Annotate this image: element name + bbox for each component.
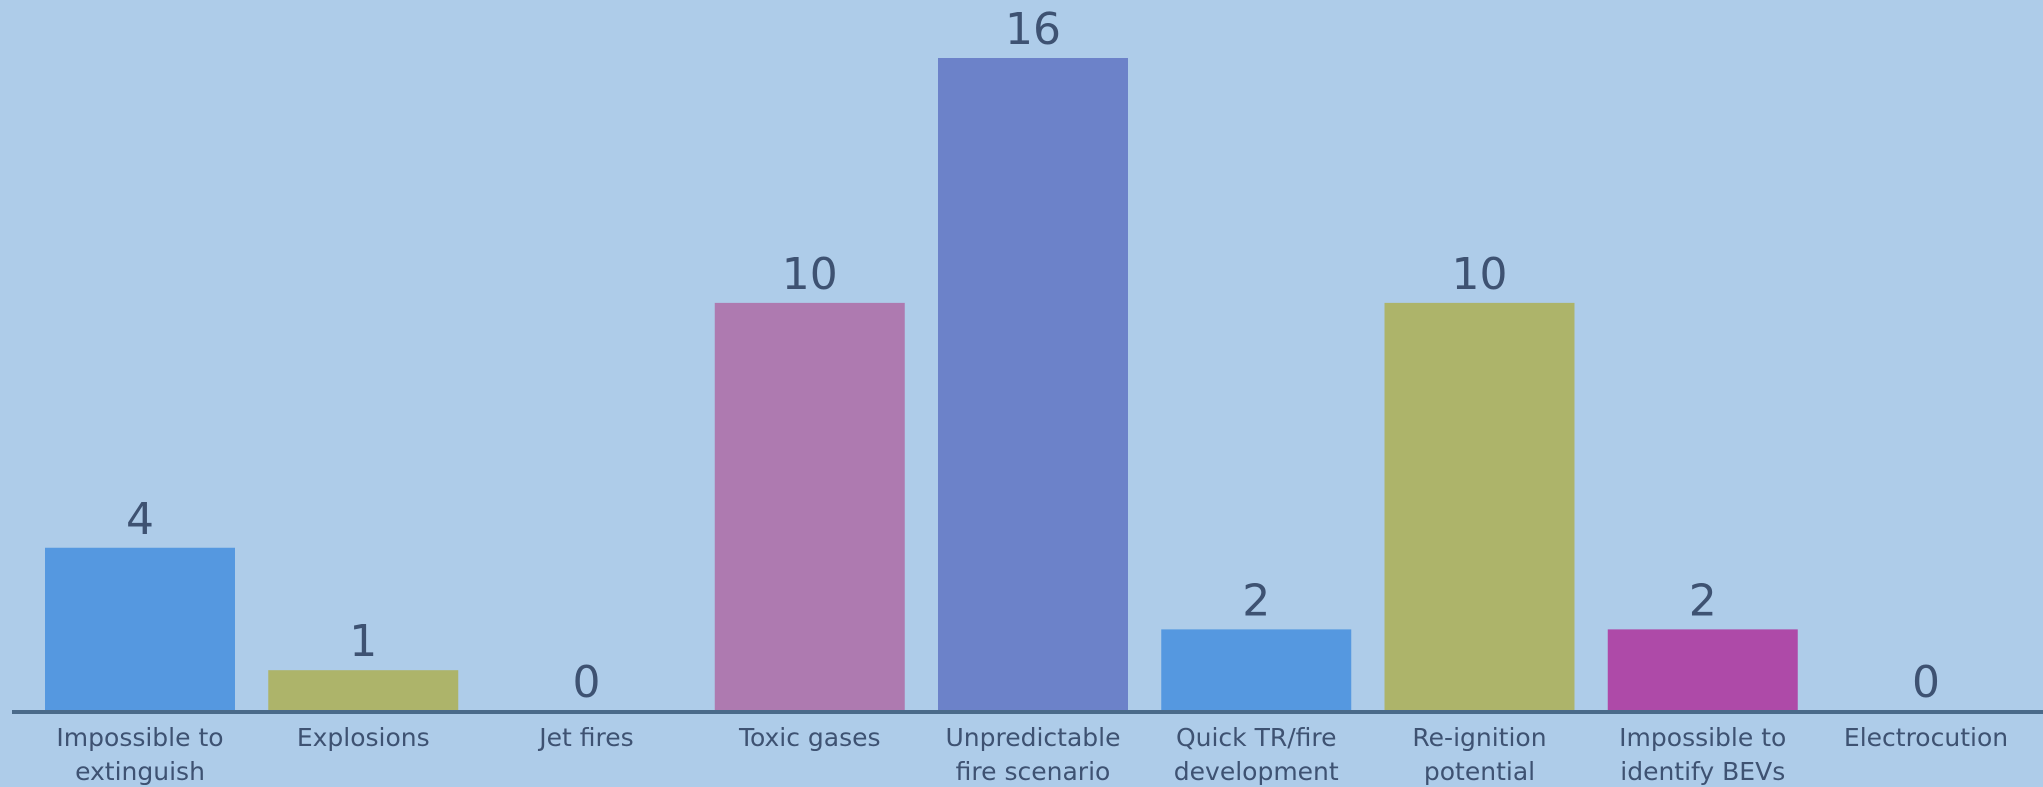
category-label: Impossible to extinguish <box>56 723 223 786</box>
data-label: 0 <box>573 657 601 708</box>
category-label: Explosions <box>297 723 430 752</box>
data-label: 16 <box>1005 4 1061 55</box>
category-label: Toxic gases <box>738 723 881 752</box>
data-label: 10 <box>1452 249 1508 300</box>
category-label: Jet fires <box>537 723 633 752</box>
category-label: Re-ignition potential <box>1412 723 1546 786</box>
data-label: 0 <box>1912 657 1940 708</box>
category-label: Impossible to identify BEVs <box>1619 723 1786 786</box>
bar <box>1384 302 1575 711</box>
category-label: Unpredictable fire scenario <box>946 723 1121 786</box>
bar <box>1161 629 1352 711</box>
data-label: 2 <box>1242 575 1270 626</box>
bar <box>45 547 235 711</box>
bar <box>938 58 1128 711</box>
category-label: Quick TR/fire development <box>1174 723 1339 786</box>
category-label: Electrocution <box>1844 723 2008 752</box>
data-label: 4 <box>126 494 154 545</box>
data-label: 2 <box>1689 575 1717 626</box>
bar <box>714 302 905 711</box>
bar <box>268 670 459 711</box>
data-label: 10 <box>782 249 838 300</box>
data-label: 1 <box>349 616 377 667</box>
bar <box>1607 629 1798 711</box>
